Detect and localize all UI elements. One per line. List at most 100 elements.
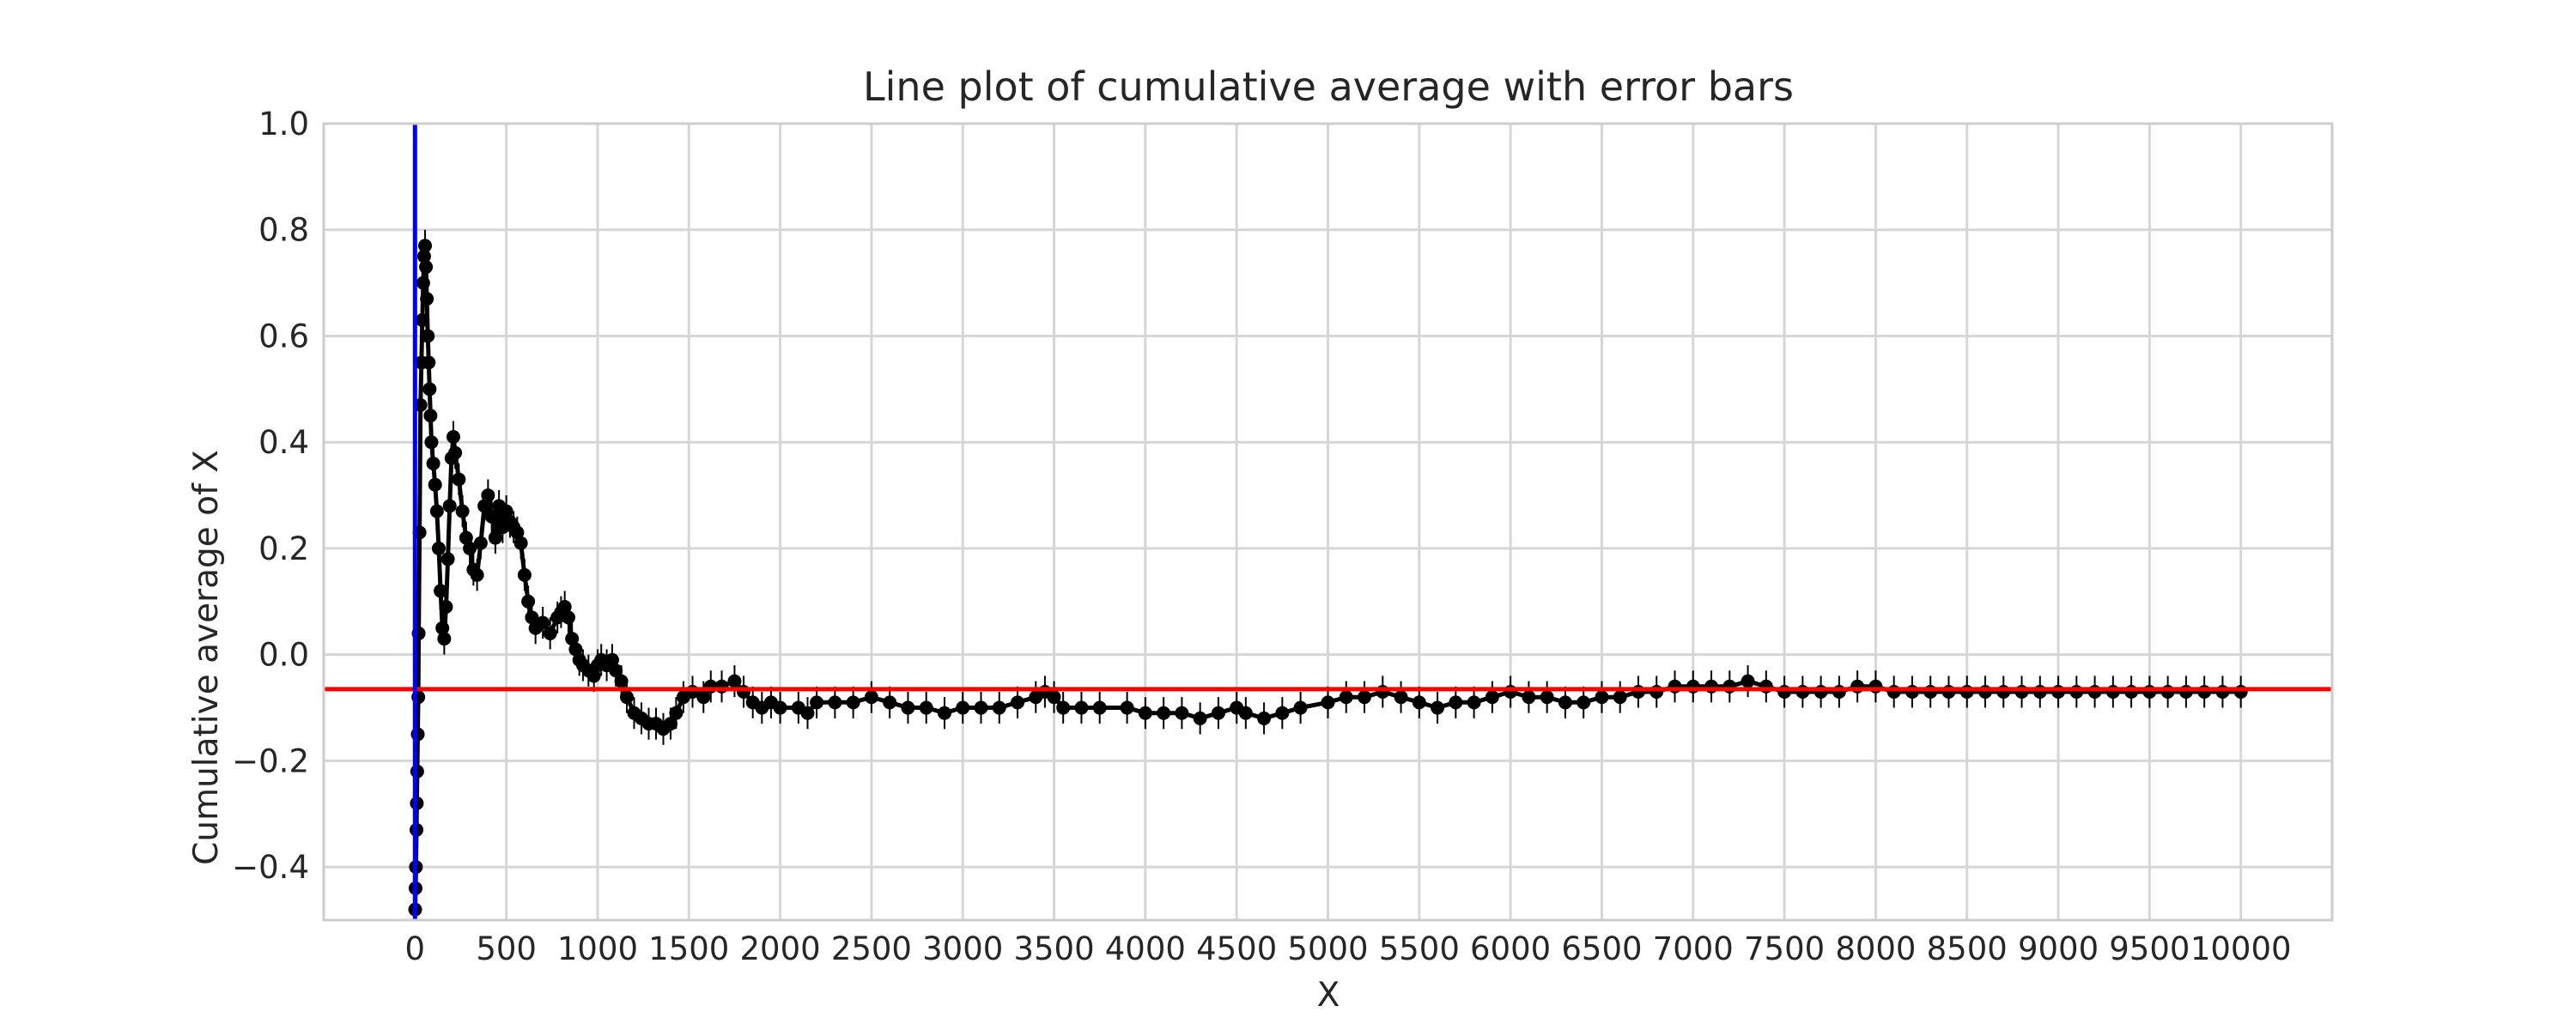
data-point bbox=[452, 472, 466, 487]
data-point bbox=[609, 663, 623, 678]
data-point bbox=[696, 690, 711, 705]
data-point bbox=[1741, 674, 1755, 688]
data-point bbox=[1467, 695, 1481, 710]
x-tick-label: 7000 bbox=[1653, 930, 1734, 967]
data-point bbox=[2032, 684, 2047, 699]
data-point bbox=[1795, 684, 1810, 699]
x-tick-label: 6000 bbox=[1470, 930, 1551, 967]
data-point bbox=[1540, 690, 1554, 705]
data-point bbox=[864, 690, 878, 705]
tick-labels: 0 500 1000 1500 2000 2500 3000 3500 4000 4500 5000… bbox=[232, 106, 2291, 967]
data-point bbox=[2105, 684, 2120, 699]
data-point bbox=[426, 456, 440, 470]
data-point bbox=[424, 435, 439, 450]
x-tick-label: 1500 bbox=[648, 930, 729, 967]
y-tick-label: −0.4 bbox=[232, 849, 309, 886]
data-point bbox=[1175, 706, 1189, 720]
data-point bbox=[800, 706, 815, 720]
data-point bbox=[470, 567, 484, 582]
data-point bbox=[416, 276, 430, 290]
data-point bbox=[568, 642, 583, 657]
data-point bbox=[1056, 700, 1071, 715]
data-point bbox=[919, 700, 933, 715]
x-tick-label: 7500 bbox=[1744, 930, 1825, 967]
data-point bbox=[883, 695, 897, 710]
y-tick-label: 0.0 bbox=[258, 637, 309, 674]
data-point bbox=[1449, 695, 1463, 710]
data-point bbox=[605, 652, 619, 667]
data-point bbox=[422, 382, 437, 397]
data-point bbox=[434, 584, 448, 598]
data-point bbox=[1978, 684, 1992, 699]
data-point bbox=[510, 525, 525, 540]
data-point bbox=[714, 679, 729, 694]
data-point bbox=[2069, 684, 2084, 699]
data-point bbox=[488, 530, 502, 545]
data-point bbox=[416, 249, 431, 264]
y-tick-label: 0.4 bbox=[258, 424, 309, 461]
data-point bbox=[543, 626, 557, 640]
data-point bbox=[2233, 684, 2248, 699]
data-point bbox=[1257, 711, 1272, 725]
data-point bbox=[428, 477, 442, 492]
data-point bbox=[525, 610, 539, 625]
data-point bbox=[901, 700, 915, 715]
data-point bbox=[1722, 679, 1737, 694]
data-point bbox=[1238, 706, 1253, 720]
data-point bbox=[1613, 690, 1627, 705]
data-point bbox=[1814, 684, 1828, 699]
data-point bbox=[561, 610, 575, 625]
data-point bbox=[446, 430, 460, 445]
x-tick-label: 9500 bbox=[2109, 930, 2190, 967]
data-point bbox=[1211, 706, 1225, 720]
x-tick-label: 1000 bbox=[557, 930, 638, 967]
data-point bbox=[1832, 684, 1846, 699]
data-point bbox=[565, 632, 580, 646]
x-tick-label: 0 bbox=[405, 930, 426, 967]
data-point bbox=[1504, 684, 1518, 699]
data-point bbox=[1047, 690, 1061, 705]
data-point bbox=[421, 329, 435, 343]
data-point bbox=[1704, 679, 1719, 694]
x-tick-label: 4000 bbox=[1105, 930, 1186, 967]
data-point bbox=[2160, 684, 2175, 699]
data-point bbox=[1431, 700, 1445, 715]
data-point bbox=[1275, 706, 1290, 720]
data-point bbox=[437, 632, 452, 646]
data-point bbox=[846, 695, 860, 710]
data-point bbox=[1412, 695, 1426, 710]
data-point bbox=[1558, 695, 1572, 710]
data-point bbox=[1321, 695, 1335, 710]
x-tick-label: 9000 bbox=[2018, 930, 2099, 967]
data-point bbox=[1649, 684, 1664, 699]
data-point bbox=[484, 509, 499, 524]
y-tick-label: −0.2 bbox=[232, 742, 309, 779]
data-point bbox=[1941, 684, 1956, 699]
data-point bbox=[410, 764, 424, 779]
data-point bbox=[429, 504, 444, 518]
x-tick-label: 4500 bbox=[1196, 930, 1277, 967]
data-point bbox=[1777, 684, 1792, 699]
data-point bbox=[1850, 679, 1865, 694]
data-point bbox=[1868, 679, 1883, 694]
data-point bbox=[521, 594, 536, 609]
data-point bbox=[1668, 679, 1682, 694]
data-point bbox=[473, 536, 488, 550]
data-point bbox=[1358, 690, 1372, 705]
x-tick-label: 3500 bbox=[1013, 930, 1094, 967]
data-point bbox=[419, 260, 434, 275]
reference-lines bbox=[324, 124, 2332, 920]
data-point bbox=[619, 690, 634, 705]
data-point bbox=[737, 684, 751, 699]
data-point bbox=[448, 445, 463, 460]
data-point bbox=[499, 504, 513, 518]
data-point bbox=[1074, 700, 1089, 715]
y-tick-label: 0.8 bbox=[258, 212, 309, 249]
data-point bbox=[956, 700, 970, 715]
data-point bbox=[1394, 690, 1408, 705]
data-point bbox=[1138, 706, 1152, 720]
data-point bbox=[1376, 684, 1390, 699]
data-point bbox=[1157, 706, 1171, 720]
data-point bbox=[418, 239, 433, 253]
